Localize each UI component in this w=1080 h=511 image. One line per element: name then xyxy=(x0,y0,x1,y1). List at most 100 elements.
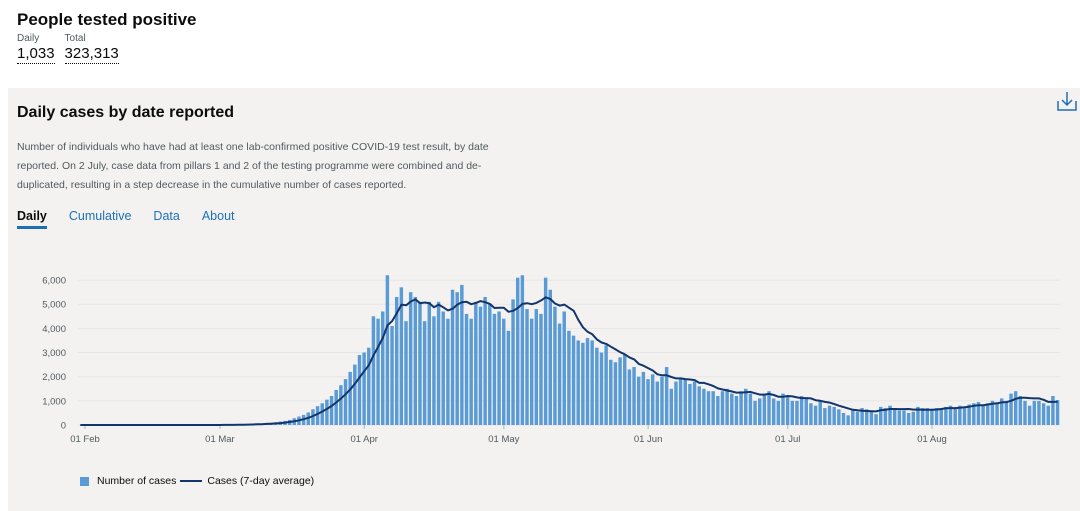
bar xyxy=(339,385,343,425)
x-tick-label: 01 Mar xyxy=(205,434,235,445)
bar xyxy=(432,316,436,425)
tab-about[interactable]: About xyxy=(201,209,235,223)
bar xyxy=(1032,400,1037,425)
bar xyxy=(841,412,846,425)
bar xyxy=(683,379,687,425)
bar xyxy=(916,406,920,425)
x-axis: 01 Feb 01 Mar 01 Apr 01 May 01 Jun 01 Jul 01 A… xyxy=(70,425,947,445)
bar xyxy=(469,318,473,425)
bar xyxy=(948,405,953,425)
bar xyxy=(576,340,580,425)
bar xyxy=(874,414,878,425)
bar xyxy=(809,403,813,425)
bar xyxy=(785,396,790,425)
bar xyxy=(599,352,604,425)
bar xyxy=(357,354,362,425)
x-tick-label: 01 Aug xyxy=(917,434,947,445)
bar xyxy=(474,301,478,425)
y-tick-label: 6,000 xyxy=(42,276,66,287)
tab-daily[interactable]: Daily xyxy=(17,209,47,229)
bar xyxy=(911,411,916,425)
bar xyxy=(543,277,548,425)
bar xyxy=(641,371,646,425)
bar xyxy=(399,287,404,425)
tab-data[interactable]: Data xyxy=(153,209,180,223)
tab-cumulative[interactable]: Cumulative xyxy=(68,209,132,223)
bar xyxy=(613,362,618,425)
bar xyxy=(1023,400,1027,425)
bar xyxy=(636,376,641,425)
download-icon[interactable] xyxy=(1056,90,1078,112)
y-tick-label: 0 xyxy=(61,421,66,432)
bar xyxy=(525,309,529,425)
bar xyxy=(1041,403,1046,425)
bar xyxy=(1037,400,1041,425)
bar xyxy=(595,347,599,425)
bar xyxy=(976,402,981,425)
bar xyxy=(953,408,957,425)
bar xyxy=(581,342,585,425)
bar xyxy=(669,388,674,425)
bar xyxy=(413,296,418,425)
chart-card: Daily cases by date reported Number of i… xyxy=(8,88,1080,511)
bar xyxy=(1055,400,1060,425)
bar xyxy=(771,398,776,425)
y-tick-label: 4,000 xyxy=(42,324,66,335)
total-stat: Total 323,313 xyxy=(64,33,119,64)
bar xyxy=(999,398,1004,425)
bar xyxy=(930,410,934,425)
bar xyxy=(962,406,967,425)
bar xyxy=(920,408,925,425)
headline-summary: People tested positive Daily 1,033 Total… xyxy=(17,10,197,64)
bar xyxy=(539,313,543,425)
bar xyxy=(362,352,366,425)
bar xyxy=(325,399,329,425)
bar xyxy=(497,311,501,425)
bar xyxy=(436,301,441,425)
seven-day-average-line xyxy=(80,296,1058,426)
bar xyxy=(674,381,678,425)
daily-label: Daily xyxy=(17,33,40,44)
bar xyxy=(488,304,492,425)
bar xyxy=(390,325,394,425)
bar xyxy=(343,379,348,425)
bar xyxy=(790,400,795,425)
bar xyxy=(515,277,520,425)
total-value[interactable]: 323,313 xyxy=(64,45,119,64)
bar xyxy=(1027,405,1032,425)
bar xyxy=(878,406,883,425)
bar xyxy=(944,406,948,425)
y-tick-label: 5,000 xyxy=(42,300,66,311)
bar xyxy=(385,275,390,425)
bar xyxy=(646,379,650,425)
bar xyxy=(371,316,376,425)
bar xyxy=(446,318,450,425)
bar xyxy=(1051,396,1055,425)
legend-line-label: Cases (7-day average) xyxy=(207,475,315,487)
bar xyxy=(897,410,902,425)
bar xyxy=(571,335,576,425)
bar xyxy=(367,347,371,425)
bar xyxy=(655,381,660,425)
daily-stat: Daily 1,033 xyxy=(17,33,55,64)
daily-value[interactable]: 1,033 xyxy=(17,45,55,64)
x-tick-label: 01 Jul xyxy=(775,434,800,445)
bar xyxy=(492,313,497,425)
bar xyxy=(846,415,850,425)
bar xyxy=(720,391,725,425)
chart-card-title: Daily cases by date reported xyxy=(17,104,234,121)
headline-title: People tested positive xyxy=(17,10,197,29)
bar xyxy=(329,396,334,425)
bar xyxy=(981,405,985,425)
bar xyxy=(832,406,836,425)
bar xyxy=(711,391,715,425)
bar xyxy=(823,408,827,425)
bar xyxy=(348,371,352,425)
bar xyxy=(837,409,841,425)
bar xyxy=(939,409,943,425)
bar xyxy=(739,391,743,425)
headline-stats: Daily 1,033 Total 323,313 xyxy=(17,33,197,64)
bar xyxy=(748,393,753,425)
bar xyxy=(958,405,962,425)
bar xyxy=(460,284,464,425)
